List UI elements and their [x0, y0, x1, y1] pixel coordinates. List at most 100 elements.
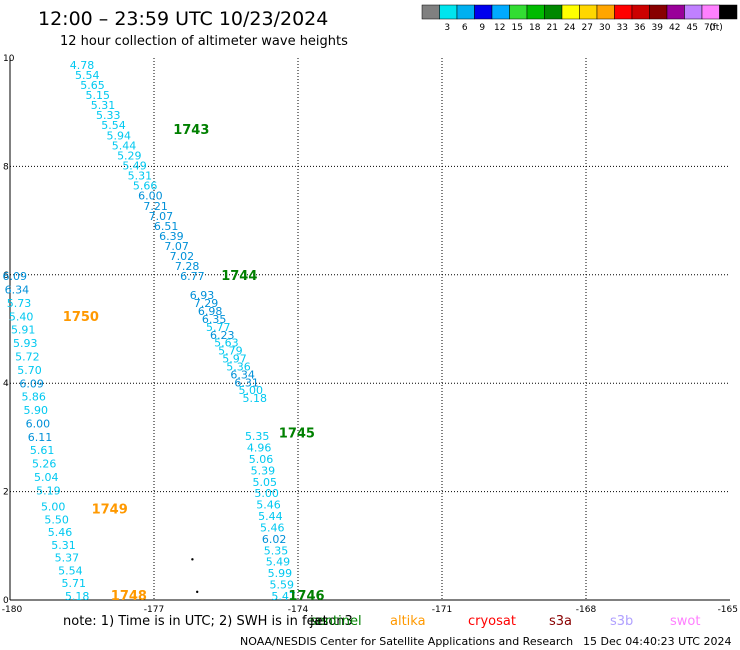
y-tick-label: 8	[3, 162, 9, 172]
y-tick-label: 10	[3, 54, 15, 64]
legend-label: 21	[547, 23, 558, 33]
wave-height-label: 7.07	[164, 240, 189, 253]
wave-height-label: 5.77	[206, 321, 231, 334]
legend-swatch	[474, 4, 493, 20]
legend-label: 39	[652, 23, 664, 33]
wave-height-label: 5.59	[269, 579, 294, 592]
wave-height-label: 6.23	[210, 329, 235, 342]
legend-swatch	[631, 4, 650, 20]
legend-swatch	[684, 4, 703, 20]
legend-swatch	[579, 4, 598, 20]
wave-height-label: 5.79	[218, 345, 243, 358]
legend-swatch	[596, 4, 615, 20]
wave-height-label: 5.00	[238, 384, 263, 397]
satellite-label: altika	[390, 614, 426, 629]
wave-height-label: 6.31	[234, 376, 259, 389]
legend-label: 9	[479, 23, 485, 33]
legend-label: 18	[529, 23, 541, 33]
wave-height-label: 6.98	[198, 305, 223, 318]
wave-height-label: 5.18	[65, 590, 90, 603]
satellite-label: swot	[670, 614, 700, 629]
wave-height-label: 5.04	[34, 471, 59, 484]
wave-height-label: 5.50	[44, 513, 69, 526]
pass-time-label: 1750	[63, 310, 99, 325]
wave-height-label: 5.54	[58, 564, 83, 577]
legend-swatch	[649, 4, 668, 20]
color-legend: 3 6 9 12 15 18 21 24 27 30 33 36 39 42 45 70(ft)	[421, 4, 738, 33]
x-tick-label: -180	[2, 605, 23, 615]
y-tick-label: 2	[3, 488, 9, 498]
pass-time-label: 1745	[279, 426, 315, 441]
y-tick-label: 6	[3, 271, 9, 281]
legend-swatch	[561, 4, 580, 20]
wave-height-label: 7.02	[170, 250, 195, 263]
chart-subtitle: 12 hour collection of altimeter wave hei…	[60, 34, 348, 49]
wave-height-label: 6.93	[190, 289, 215, 302]
wave-height-label: 5.94	[107, 129, 132, 142]
legend-swatch	[719, 4, 738, 20]
wave-height-label: 5.65	[80, 79, 105, 92]
pass-time-label: 1743	[173, 123, 209, 138]
pass-time-label: 1746	[288, 589, 324, 604]
legend-unit: (ft)	[709, 23, 723, 33]
data-dot	[196, 590, 199, 594]
x-tick-label: -177	[144, 605, 164, 615]
legend-label: 33	[617, 23, 628, 33]
wave-height-label: 4.96	[247, 442, 272, 455]
wave-height-label: 7.29	[194, 297, 219, 310]
legend-label: 6	[462, 23, 468, 33]
wave-height-label: 6.77	[180, 270, 205, 283]
wave-height-label: 5.31	[51, 539, 76, 552]
wave-height-label: 5.26	[32, 458, 57, 471]
legend-swatch	[509, 4, 528, 20]
satellite-label: cryosat	[468, 614, 516, 629]
wave-height-label: 5.35	[245, 430, 270, 443]
wave-height-label: 5.54	[101, 119, 126, 132]
wave-height-label: 5.46	[260, 521, 285, 534]
legend-label: 27	[582, 23, 593, 33]
wave-height-label: 5.40	[9, 310, 34, 323]
legend-swatch	[456, 4, 475, 20]
legend-swatch	[544, 4, 563, 20]
wave-height-label: 5.29	[117, 149, 142, 162]
wave-height-label: 5.18	[243, 392, 268, 405]
wave-height-label: 5.33	[96, 109, 121, 122]
wave-height-label: 6.11	[28, 431, 53, 444]
satellite-label: jason3	[309, 614, 353, 629]
timestamp: 15 Dec 04:40:23 UTC 2024	[583, 635, 731, 648]
wave-height-label: 5.35	[264, 544, 289, 557]
wave-height-label: 5.36	[226, 360, 251, 373]
pass-time-label: 1749	[92, 502, 128, 517]
wave-height-label: 5.05	[252, 476, 277, 489]
legend-swatch	[491, 4, 510, 20]
credit-line: NOAA/NESDIS Center for Satellite Applica…	[240, 635, 573, 648]
legend-swatch	[439, 4, 458, 20]
legend-label: 45	[687, 23, 698, 33]
wave-height-label: 5.00	[254, 487, 279, 500]
satellite-label: sentinel	[310, 614, 362, 629]
wave-height-label: 5.06	[249, 453, 274, 466]
legend-swatch	[421, 4, 440, 20]
wave-height-label: 5.54	[75, 69, 100, 82]
x-tick-label: -171	[432, 605, 452, 615]
satellite-label: s3b	[610, 614, 633, 629]
wave-height-label: 5.73	[7, 297, 32, 310]
legend-swatch	[666, 4, 685, 20]
legend-label: 36	[634, 23, 646, 33]
legend-swatch	[614, 4, 633, 20]
wave-height-label: 6.35	[202, 313, 227, 326]
wave-height-label: 5.86	[21, 391, 46, 404]
wave-height-label: 5.66	[133, 180, 158, 193]
wave-height-label: 5.46	[48, 526, 73, 539]
wave-height-label: 5.00	[41, 501, 66, 514]
legend-label: 12	[494, 23, 505, 33]
wave-height-label: 6.39	[159, 230, 184, 243]
wave-height-label: 5.72	[15, 351, 40, 364]
wave-height-label: 6.51	[154, 220, 179, 233]
legend-label: 3	[444, 23, 450, 33]
legend-label: 15	[512, 23, 523, 33]
wave-height-label: 5.71	[62, 577, 87, 590]
